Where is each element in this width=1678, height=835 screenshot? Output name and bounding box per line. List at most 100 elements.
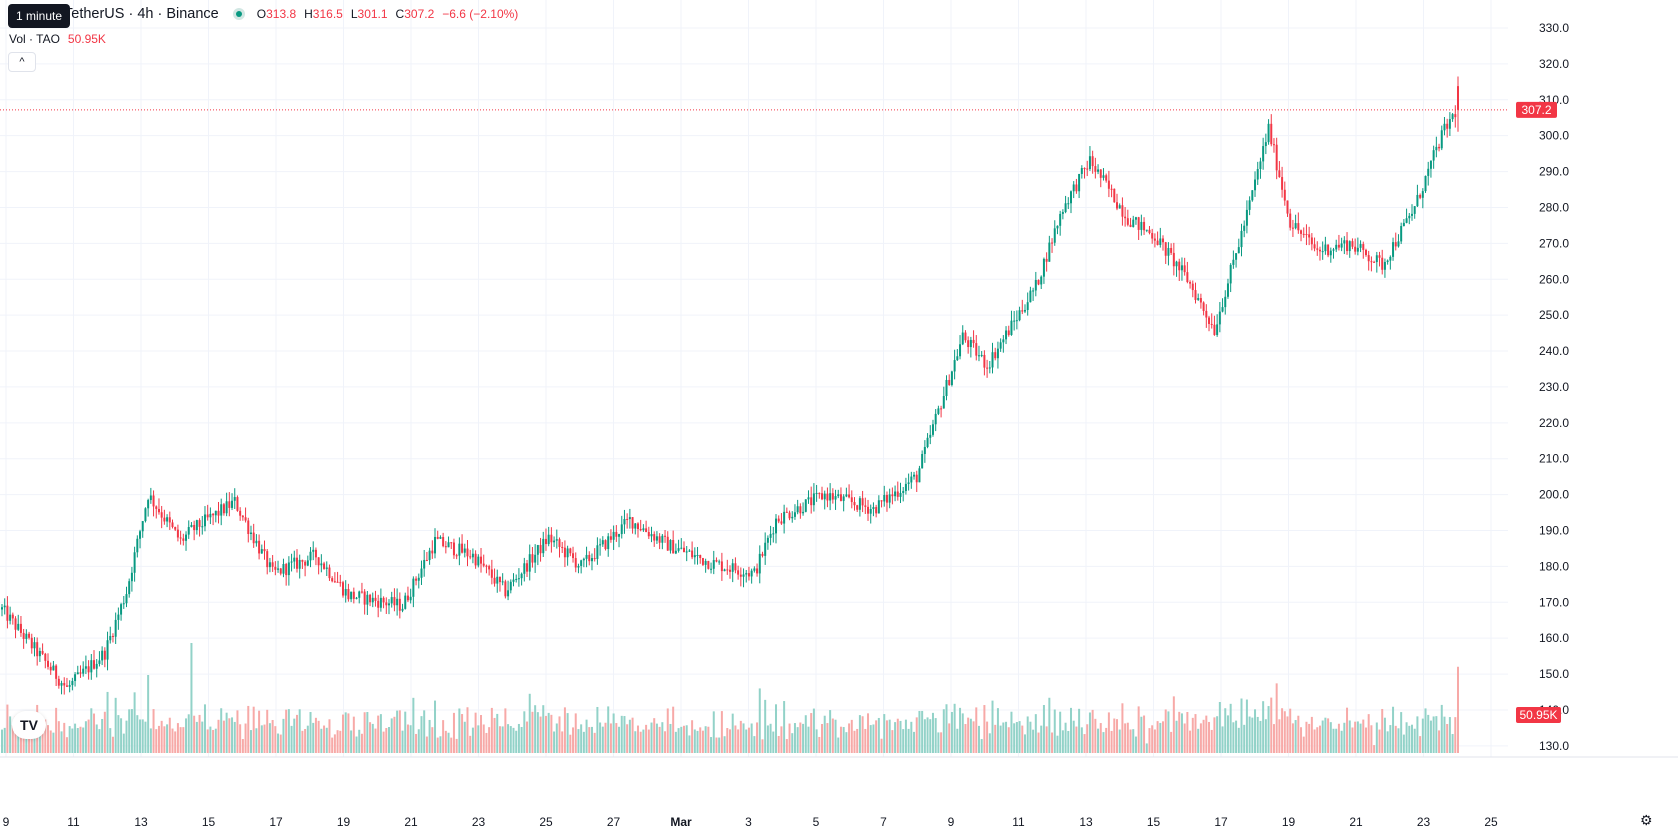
candle-body bbox=[36, 642, 39, 657]
time-tick-label: 21 bbox=[404, 815, 418, 829]
volume-bar bbox=[934, 718, 937, 753]
candle-body bbox=[185, 534, 188, 541]
symbol-title[interactable]: TetherUS · 4h · Binance bbox=[64, 6, 219, 22]
volume-bar bbox=[44, 719, 47, 753]
volume-bar bbox=[166, 724, 169, 753]
candle-body bbox=[1072, 184, 1075, 192]
volume-bar bbox=[823, 715, 826, 753]
candle-body bbox=[850, 497, 853, 503]
volume-bar bbox=[818, 736, 821, 753]
candle-body bbox=[547, 534, 550, 545]
gear-icon[interactable]: ⚙ bbox=[1640, 812, 1653, 828]
volume-bar bbox=[128, 709, 131, 753]
candle-body bbox=[555, 539, 558, 541]
candle-body bbox=[647, 531, 650, 537]
volume-bar bbox=[821, 723, 824, 753]
candle-body bbox=[788, 512, 791, 519]
candle-body bbox=[553, 540, 556, 543]
market-status-icon[interactable] bbox=[232, 8, 245, 20]
volume-bar bbox=[277, 733, 280, 753]
collapse-legend-button[interactable]: ^ bbox=[8, 52, 36, 72]
candle-body bbox=[401, 608, 404, 611]
volume-bar bbox=[477, 725, 480, 753]
candle-body bbox=[1281, 177, 1284, 190]
volume-bar bbox=[631, 717, 634, 753]
candle-body bbox=[1132, 219, 1135, 227]
volume-bar bbox=[804, 715, 807, 753]
volume-bar bbox=[931, 712, 934, 753]
candle-body bbox=[907, 482, 910, 484]
time-axis[interactable]: 9 11 13 15 17 19 21 23 25 27 Mar 3 5 7 9 11 13 15 17 19 21 23… bbox=[0, 756, 1678, 829]
candle-body bbox=[1254, 179, 1257, 191]
volume-bar bbox=[507, 724, 510, 753]
candle-body bbox=[1159, 238, 1162, 245]
candle-body bbox=[1300, 230, 1303, 234]
candle-body bbox=[220, 504, 223, 516]
volume-bar bbox=[715, 737, 718, 753]
price-tick-label: 180.0 bbox=[1539, 559, 1569, 573]
volume-bar bbox=[1189, 730, 1192, 753]
volume-bar bbox=[534, 705, 537, 753]
candle-body bbox=[534, 554, 537, 563]
volume-bar bbox=[1446, 723, 1449, 753]
candle-body bbox=[452, 542, 455, 556]
volume-bar bbox=[720, 711, 723, 753]
candle-body bbox=[1040, 276, 1043, 285]
volume-bar bbox=[1080, 727, 1083, 753]
volume-bar bbox=[1343, 722, 1346, 753]
volume-bar bbox=[268, 723, 271, 753]
volume-bar bbox=[526, 721, 529, 753]
candle-body bbox=[550, 534, 553, 543]
volume-bar bbox=[1264, 719, 1267, 753]
volume-bar bbox=[1162, 721, 1165, 753]
volume-bar bbox=[1254, 709, 1257, 753]
tradingview-logo-icon[interactable]: TV bbox=[12, 711, 46, 739]
volume-bar bbox=[1432, 716, 1435, 753]
candle-body bbox=[385, 602, 388, 606]
volume-bar bbox=[206, 729, 209, 753]
candle-body bbox=[959, 344, 962, 357]
candle-body bbox=[682, 547, 685, 553]
candle-body bbox=[1346, 240, 1349, 252]
volume-bar bbox=[409, 725, 412, 753]
candle-body bbox=[263, 549, 266, 552]
candle-body bbox=[236, 497, 239, 511]
candle-body bbox=[967, 340, 970, 348]
candle-body bbox=[247, 520, 250, 535]
candle-body bbox=[366, 594, 369, 605]
volume-bar bbox=[1267, 706, 1270, 753]
candle-body bbox=[926, 437, 929, 447]
volume-bar bbox=[642, 729, 645, 753]
volume-bars bbox=[1, 643, 1459, 753]
candle-body bbox=[829, 493, 832, 501]
candle-body bbox=[544, 538, 547, 545]
candle-body bbox=[569, 548, 572, 554]
candle-body bbox=[60, 683, 63, 686]
price-axis[interactable]: 330.0320.0310.0300.0290.0280.0270.0260.0… bbox=[1516, 21, 1569, 753]
candle-body bbox=[969, 339, 972, 348]
volume-bar bbox=[904, 719, 907, 753]
volume-bar bbox=[1202, 719, 1205, 753]
candle-body bbox=[612, 531, 615, 540]
time-tick-label: 15 bbox=[1147, 815, 1161, 829]
candle-body bbox=[1310, 237, 1313, 245]
volume-bar bbox=[636, 725, 639, 753]
candle-body bbox=[1262, 146, 1265, 162]
volume-bar bbox=[1237, 727, 1240, 753]
candle-body bbox=[994, 352, 997, 359]
candle-body bbox=[582, 558, 585, 561]
volume-bar bbox=[139, 719, 142, 753]
volume-bar bbox=[1386, 731, 1389, 753]
volume-bar bbox=[948, 723, 951, 753]
candle-body bbox=[1419, 194, 1422, 198]
candle-body bbox=[796, 506, 799, 513]
volume-bar bbox=[1351, 727, 1354, 753]
candle-body bbox=[485, 565, 488, 567]
volume-bar bbox=[712, 711, 715, 753]
volume-bar bbox=[350, 730, 353, 753]
volume-bar bbox=[1443, 716, 1446, 753]
volume-bar bbox=[1313, 729, 1316, 753]
candle-body bbox=[390, 597, 393, 604]
candle-body bbox=[691, 550, 694, 558]
